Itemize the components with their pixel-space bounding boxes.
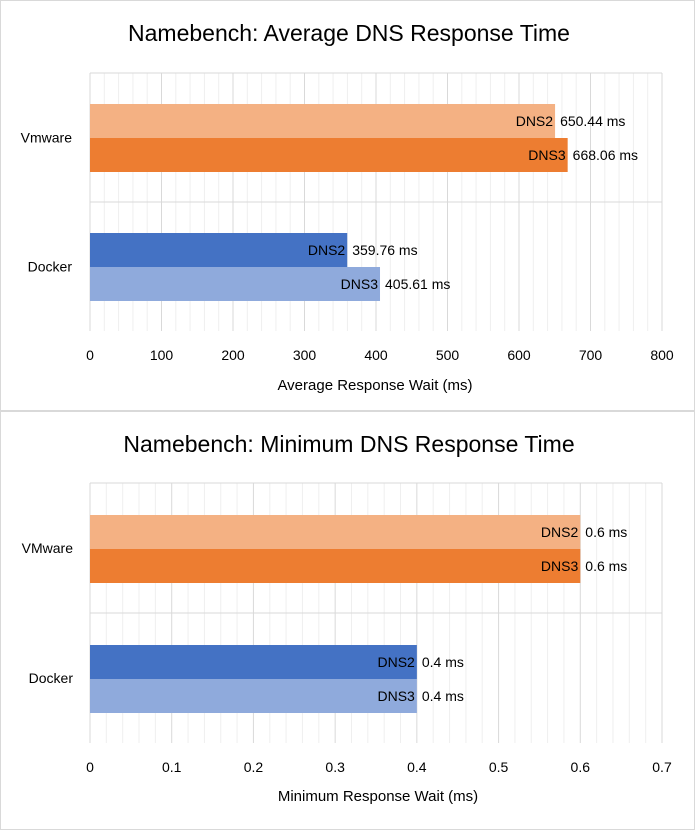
bar (90, 104, 556, 138)
bar (90, 549, 581, 583)
chart-title: Namebench: Average DNS Response Time (128, 20, 570, 46)
bar-value-label: 0.4 ms (422, 688, 464, 704)
bar-series-label: DNS2 (377, 654, 415, 670)
bar (90, 267, 381, 301)
x-tick-label: 300 (293, 347, 317, 363)
bar-series-label: DNS3 (341, 276, 379, 292)
bar-value-label: 668.06 ms (573, 147, 638, 163)
bar-series-label: DNS3 (541, 558, 579, 574)
minimum-response-chart-svg: Namebench: Minimum DNS Response Time Min… (22, 431, 672, 805)
bar-series-label: DNS3 (377, 688, 415, 704)
average-response-chart-svg: Namebench: Average DNS Response Time Ave… (21, 20, 674, 394)
y-category-label: VMware (22, 540, 74, 556)
x-tick-label: 0 (86, 759, 94, 775)
x-tick-label: 800 (650, 347, 674, 363)
bar-value-label: 359.76 ms (352, 242, 417, 258)
bar-value-label: 650.44 ms (560, 113, 625, 129)
y-category-label: Vmware (21, 130, 73, 146)
x-tick-label: 100 (150, 347, 174, 363)
bar (90, 645, 417, 679)
bar (90, 515, 581, 549)
x-tick-label: 0.5 (489, 759, 509, 775)
chart-title: Namebench: Minimum DNS Response Time (123, 431, 574, 457)
bar-value-label: 0.4 ms (422, 654, 464, 670)
y-category-label: Docker (29, 670, 74, 686)
x-tick-label: 700 (579, 347, 603, 363)
x-tick-label: 0.4 (407, 759, 427, 775)
x-tick-label: 400 (364, 347, 388, 363)
x-tick-label: 0 (86, 347, 94, 363)
x-axis-title: Minimum Response Wait (ms) (278, 788, 478, 805)
average-response-chart: Namebench: Average DNS Response Time Ave… (0, 0, 695, 411)
bar-series-label: DNS2 (516, 113, 554, 129)
x-tick-label: 200 (221, 347, 245, 363)
bar-value-label: 0.6 ms (585, 558, 627, 574)
x-tick-label: 500 (436, 347, 460, 363)
y-category-label: Docker (28, 259, 73, 275)
x-tick-label: 0.3 (325, 759, 345, 775)
x-tick-label: 0.2 (244, 759, 264, 775)
bar-value-label: 0.6 ms (585, 524, 627, 540)
bar (90, 679, 417, 713)
x-tick-label: 0.1 (162, 759, 182, 775)
x-tick-label: 0.6 (571, 759, 591, 775)
minimum-response-chart: Namebench: Minimum DNS Response Time Min… (0, 411, 695, 830)
bar-value-label: 405.61 ms (385, 276, 450, 292)
bar-series-label: DNS2 (541, 524, 579, 540)
x-axis-title: Average Response Wait (ms) (277, 377, 472, 394)
x-tick-label: 600 (507, 347, 531, 363)
bar (90, 233, 348, 267)
bar-series-label: DNS3 (528, 147, 566, 163)
bar (90, 138, 568, 172)
bar-series-label: DNS2 (308, 242, 346, 258)
x-tick-label: 0.7 (652, 759, 672, 775)
